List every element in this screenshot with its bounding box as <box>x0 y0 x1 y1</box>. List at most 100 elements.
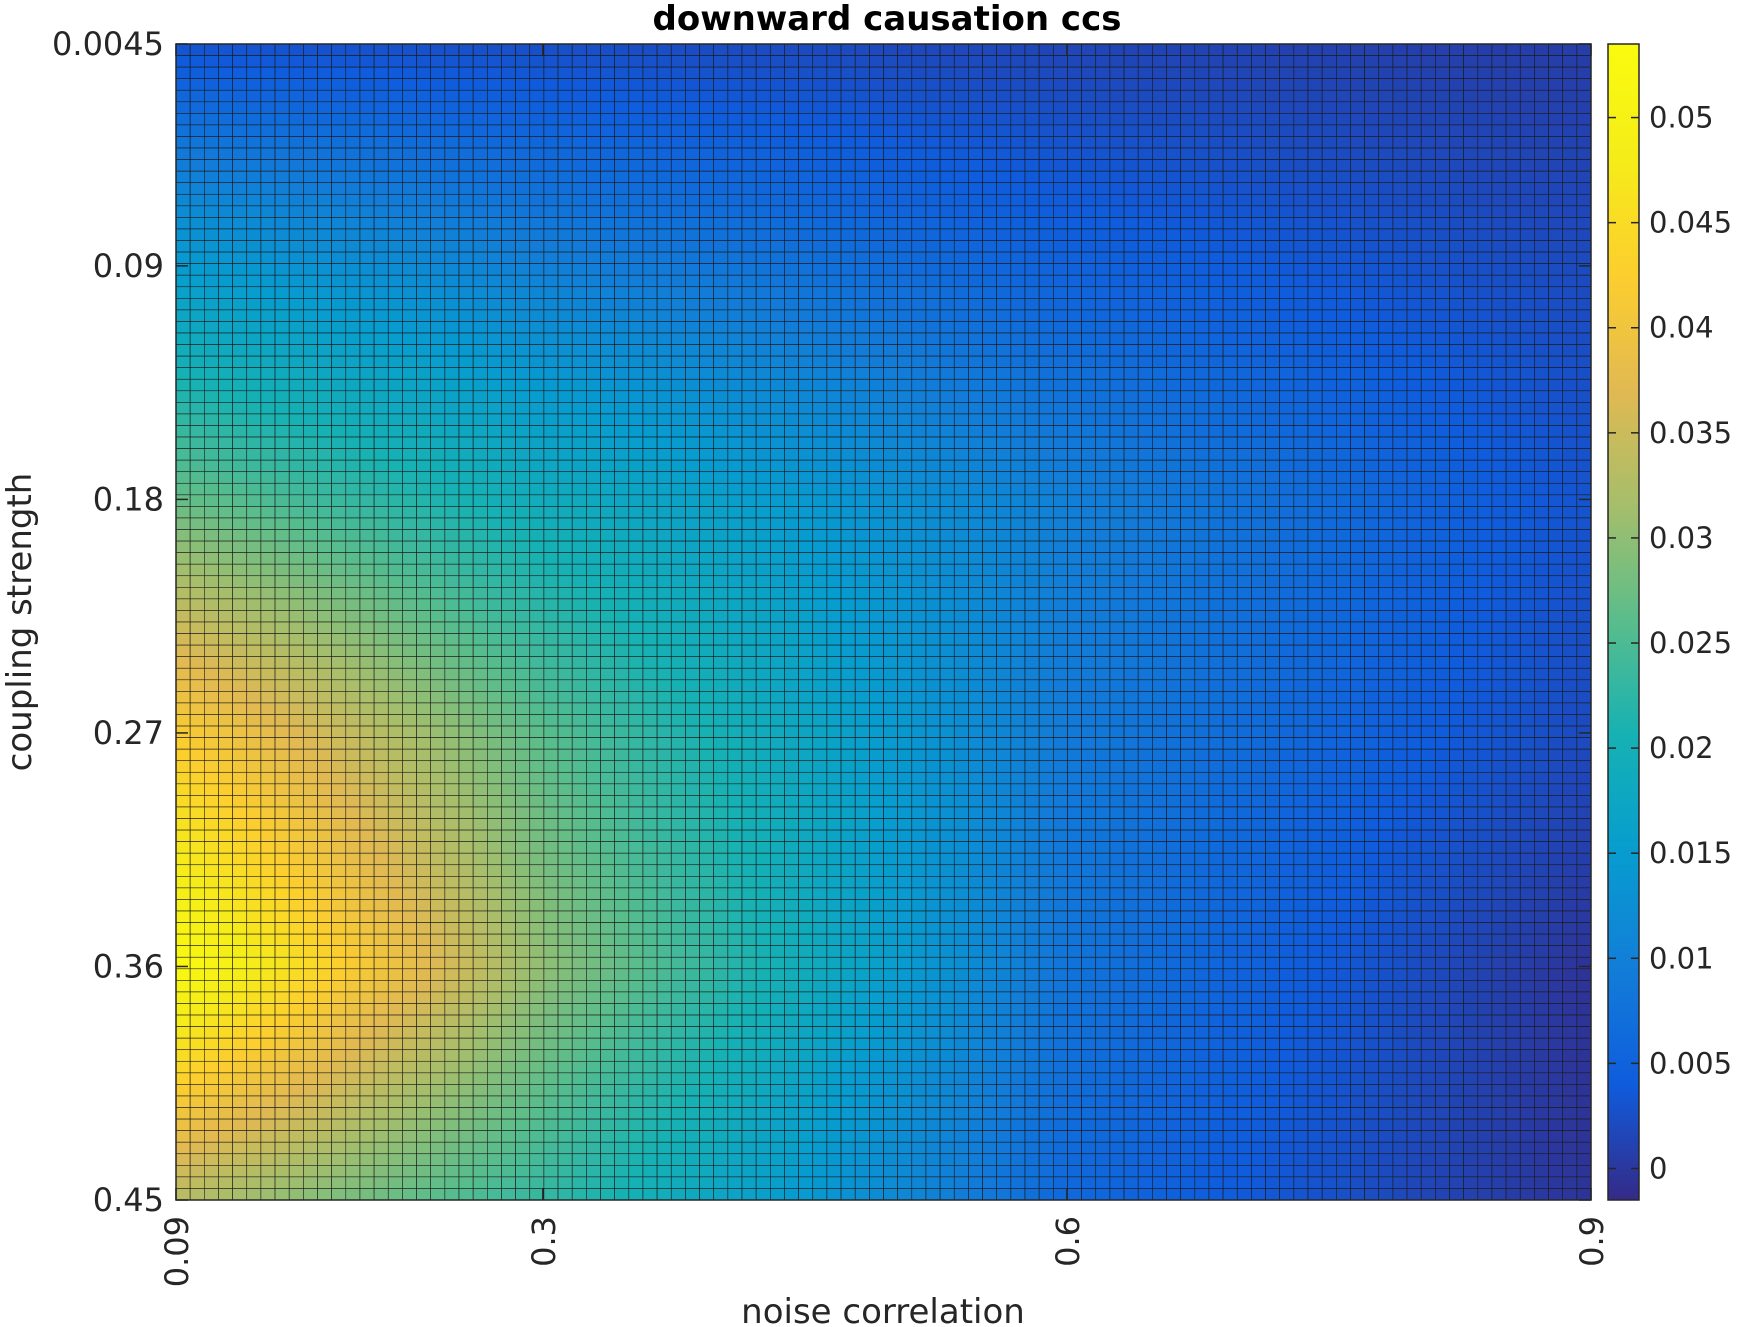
heatmap-cell <box>628 193 644 207</box>
heatmap-cell <box>331 494 347 507</box>
heatmap-cell <box>1477 390 1493 403</box>
heatmap-cell <box>1194 159 1210 172</box>
heatmap-cell <box>1435 425 1450 438</box>
heatmap-cell <box>741 552 757 565</box>
heatmap-cell <box>345 425 361 438</box>
heatmap-cell <box>1152 459 1167 473</box>
heatmap-cell <box>373 436 389 449</box>
heatmap-cell <box>288 182 304 195</box>
heatmap-cell <box>288 471 304 484</box>
heatmap-cell <box>600 159 615 172</box>
heatmap-cell <box>274 494 290 507</box>
heatmap-cell <box>1435 78 1450 91</box>
heatmap-cell <box>642 240 658 253</box>
heatmap-cell <box>1378 402 1394 415</box>
heatmap-cell <box>416 263 431 276</box>
heatmap-cell <box>543 136 559 149</box>
heatmap-cell <box>387 494 403 507</box>
heatmap-cell <box>869 529 884 542</box>
heatmap-cell <box>557 471 573 484</box>
heatmap-cell <box>911 263 927 276</box>
heatmap-cell <box>359 205 375 218</box>
heatmap-cell <box>1364 182 1380 195</box>
heatmap-cell <box>1166 529 1181 542</box>
heatmap-cell <box>359 471 375 484</box>
heatmap-cell <box>699 506 714 519</box>
heatmap-cell <box>1307 89 1323 103</box>
heatmap-cell <box>586 529 601 542</box>
heatmap-cell <box>387 124 403 137</box>
heatmap-cell <box>1095 563 1111 577</box>
heatmap-cell <box>1236 193 1252 207</box>
heatmap-cell <box>1265 436 1281 449</box>
heatmap-cell <box>1024 147 1040 160</box>
heatmap-cell <box>218 251 233 264</box>
heatmap-cell <box>727 540 743 553</box>
heatmap-cell <box>1576 286 1592 299</box>
heatmap-cell <box>727 217 743 230</box>
heatmap-cell <box>189 286 205 299</box>
heatmap-cell <box>430 182 446 195</box>
heatmap-cell <box>1420 332 1436 345</box>
heatmap-cell <box>614 136 630 149</box>
heatmap-cell <box>670 517 686 530</box>
heatmap-cell <box>1123 517 1139 530</box>
heatmap-cell <box>741 159 757 172</box>
heatmap-cell <box>486 182 502 195</box>
heatmap-cell <box>1336 136 1351 149</box>
heatmap-cell <box>1152 89 1167 103</box>
heatmap-cell <box>727 482 743 496</box>
heatmap-cell <box>628 482 644 496</box>
heatmap-cell <box>1095 610 1111 623</box>
heatmap-cell <box>1435 263 1450 276</box>
heatmap-cell <box>968 274 983 288</box>
heatmap-cell <box>1548 124 1564 137</box>
heatmap-cell <box>1010 89 1026 103</box>
heatmap-cell <box>1548 494 1564 507</box>
heatmap-cell <box>387 136 403 149</box>
heatmap-cell <box>288 459 304 473</box>
heatmap-cell <box>755 482 771 496</box>
heatmap-cell <box>968 494 983 507</box>
heatmap-cell <box>840 482 856 496</box>
heatmap-cell <box>1534 228 1549 241</box>
heatmap-cell <box>1222 159 1238 172</box>
heatmap-cell <box>1307 170 1323 184</box>
heatmap-cell <box>204 413 219 426</box>
heatmap-cell <box>713 43 729 56</box>
heatmap-cell <box>840 113 856 126</box>
heatmap-cell <box>1194 170 1210 184</box>
heatmap-cell <box>741 459 757 473</box>
heatmap-cell <box>1463 471 1479 484</box>
heatmap-cell <box>1038 390 1054 403</box>
heatmap-cell <box>373 147 389 160</box>
heatmap-cell <box>968 113 983 126</box>
heatmap-cell <box>1491 367 1507 380</box>
heatmap-cell <box>812 274 828 288</box>
heatmap-cell <box>1166 355 1181 368</box>
heatmap-cell <box>1208 459 1224 473</box>
heatmap-cell <box>1449 482 1464 496</box>
heatmap-cell <box>755 55 771 68</box>
heatmap-cell <box>472 378 488 392</box>
heatmap-cell <box>982 217 997 230</box>
heatmap-cell <box>812 494 828 507</box>
heatmap-cell <box>685 89 700 103</box>
heatmap-cell <box>529 286 545 299</box>
heatmap-cell <box>444 563 460 577</box>
heatmap-cell <box>1435 482 1450 496</box>
heatmap-cell <box>600 506 615 519</box>
heatmap-cell <box>1053 124 1068 137</box>
heatmap-cell <box>1477 113 1493 126</box>
heatmap-cell <box>387 448 403 461</box>
heatmap-cell <box>1449 309 1464 322</box>
heatmap-cell <box>1024 240 1040 253</box>
heatmap-cell <box>1548 309 1564 322</box>
heatmap-cell <box>968 263 983 276</box>
heatmap-cell <box>387 55 403 68</box>
heatmap-cell <box>1081 66 1097 79</box>
heatmap-cell <box>444 89 460 103</box>
heatmap-cell <box>1392 436 1408 449</box>
heatmap-cell <box>1251 587 1266 600</box>
heatmap-cell <box>1505 529 1521 542</box>
